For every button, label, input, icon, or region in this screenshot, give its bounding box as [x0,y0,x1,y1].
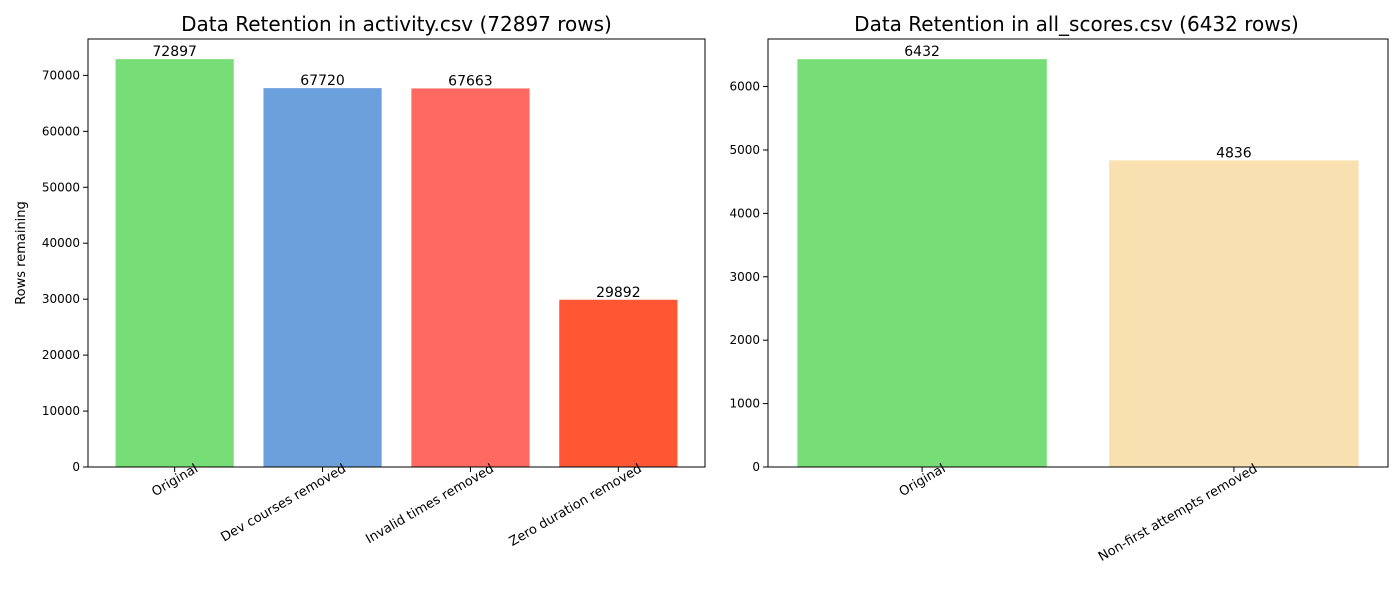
bar-value-label: 29892 [596,285,641,301]
y-axis-label: Rows remaining [14,201,29,305]
bar [115,59,234,467]
bar [1109,160,1359,468]
bar [411,88,530,468]
chart-all-scores: Data Retention in all_scores.csv (6432 r… [729,12,1389,565]
y-tick-label: 4000 [729,206,760,220]
chart-title: Data Retention in activity.csv (72897 ro… [181,12,612,36]
y-tick-label: 2000 [729,333,760,347]
bar [797,59,1047,468]
y-tick-label: 0 [72,460,80,474]
plot-frame [87,38,706,468]
bar-value-label: 4836 [1216,145,1252,161]
y-tick-label: 5000 [729,143,760,157]
bar [559,299,678,467]
chart-title: Data Retention in all_scores.csv (6432 r… [854,12,1299,36]
y-tick-label: 3000 [729,270,760,284]
bar-value-label: 72897 [152,44,197,60]
y-tick-label: 20000 [42,348,80,362]
bar-value-label: 6432 [904,44,940,60]
bar [263,88,382,467]
y-tick-label: 10000 [42,404,80,418]
y-tick-label: 70000 [42,68,80,82]
chart-marks: 01000200030004000500060006432Original483… [729,44,1359,565]
y-tick-label: 1000 [729,397,760,411]
y-tick-label: 30000 [42,292,80,306]
plot-frame [767,38,1389,468]
bar-value-label: 67663 [448,73,493,89]
y-tick-label: 0 [752,460,760,474]
y-tick-label: 50000 [42,180,80,194]
y-tick-label: 6000 [729,80,760,94]
y-tick-label: 40000 [42,236,80,250]
y-tick-label: 60000 [42,124,80,138]
bar-value-label: 67720 [300,73,345,89]
